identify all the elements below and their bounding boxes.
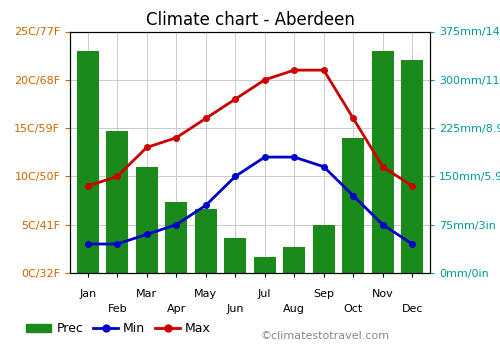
Bar — [136, 167, 158, 273]
Bar — [283, 247, 306, 273]
Text: Jul: Jul — [258, 289, 272, 299]
Text: Feb: Feb — [108, 304, 127, 315]
Text: Sep: Sep — [314, 289, 334, 299]
Text: Aug: Aug — [284, 304, 305, 315]
Text: ©climatestotravel.com: ©climatestotravel.com — [260, 331, 389, 341]
Text: Oct: Oct — [344, 304, 363, 315]
Legend: Prec, Min, Max: Prec, Min, Max — [21, 317, 216, 340]
Text: Dec: Dec — [402, 304, 423, 315]
Text: Mar: Mar — [136, 289, 158, 299]
Bar — [372, 51, 394, 273]
Text: Jun: Jun — [226, 304, 244, 315]
Text: Jan: Jan — [79, 289, 96, 299]
Text: May: May — [194, 289, 218, 299]
Text: Nov: Nov — [372, 289, 394, 299]
Bar — [194, 209, 217, 273]
Bar — [165, 202, 188, 273]
Bar — [76, 51, 99, 273]
Bar — [342, 138, 364, 273]
Bar — [401, 61, 423, 273]
Bar — [106, 131, 128, 273]
Bar — [312, 225, 335, 273]
Bar — [254, 257, 276, 273]
Text: Apr: Apr — [166, 304, 186, 315]
Bar — [224, 238, 246, 273]
Title: Climate chart - Aberdeen: Climate chart - Aberdeen — [146, 10, 354, 29]
